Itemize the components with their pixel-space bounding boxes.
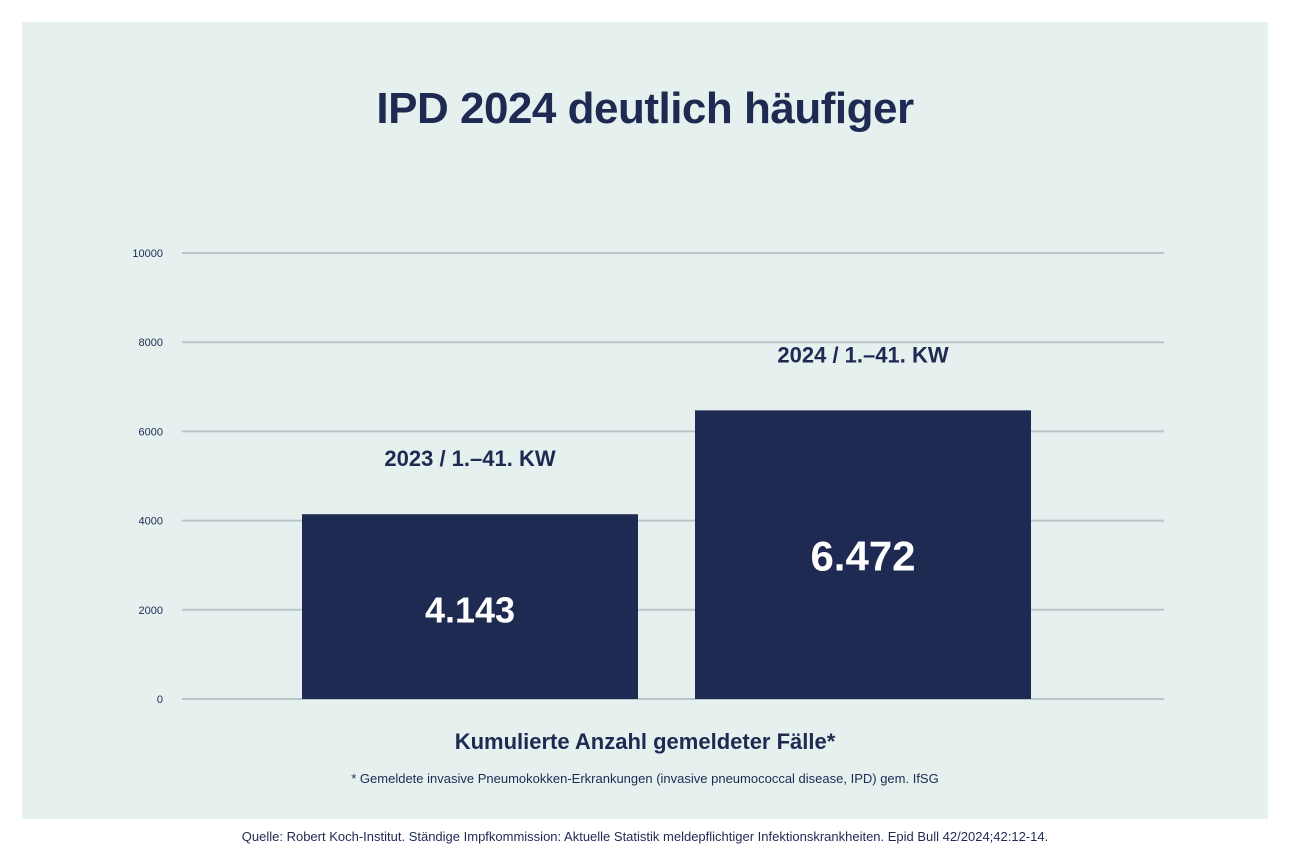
bar [302, 514, 638, 699]
y-tick-label: 4000 [139, 516, 163, 528]
y-tick-label: 2000 [139, 605, 163, 617]
x-axis-label: Kumulierte Anzahl gemeldeter Fälle* [454, 729, 836, 754]
category-label: 2023 / 1.–41. KW [384, 446, 555, 471]
y-tick-label: 8000 [139, 337, 163, 349]
bar [695, 410, 1031, 699]
bar-data-label: 4.143 [425, 590, 515, 631]
y-tick-label: 6000 [139, 426, 163, 438]
source-citation: Quelle: Robert Koch-Institut. Ständige I… [241, 829, 1049, 844]
y-tick-label: 10000 [132, 248, 163, 260]
category-label: 2024 / 1.–41. KW [777, 342, 948, 367]
footnote: * Gemeldete invasive Pneumokokken-Erkran… [351, 771, 939, 786]
chart-panel [22, 22, 1268, 819]
bar-data-label: 6.472 [810, 533, 915, 580]
chart-title: IPD 2024 deutlich häufiger [376, 84, 914, 133]
y-tick-label: 0 [157, 694, 163, 706]
